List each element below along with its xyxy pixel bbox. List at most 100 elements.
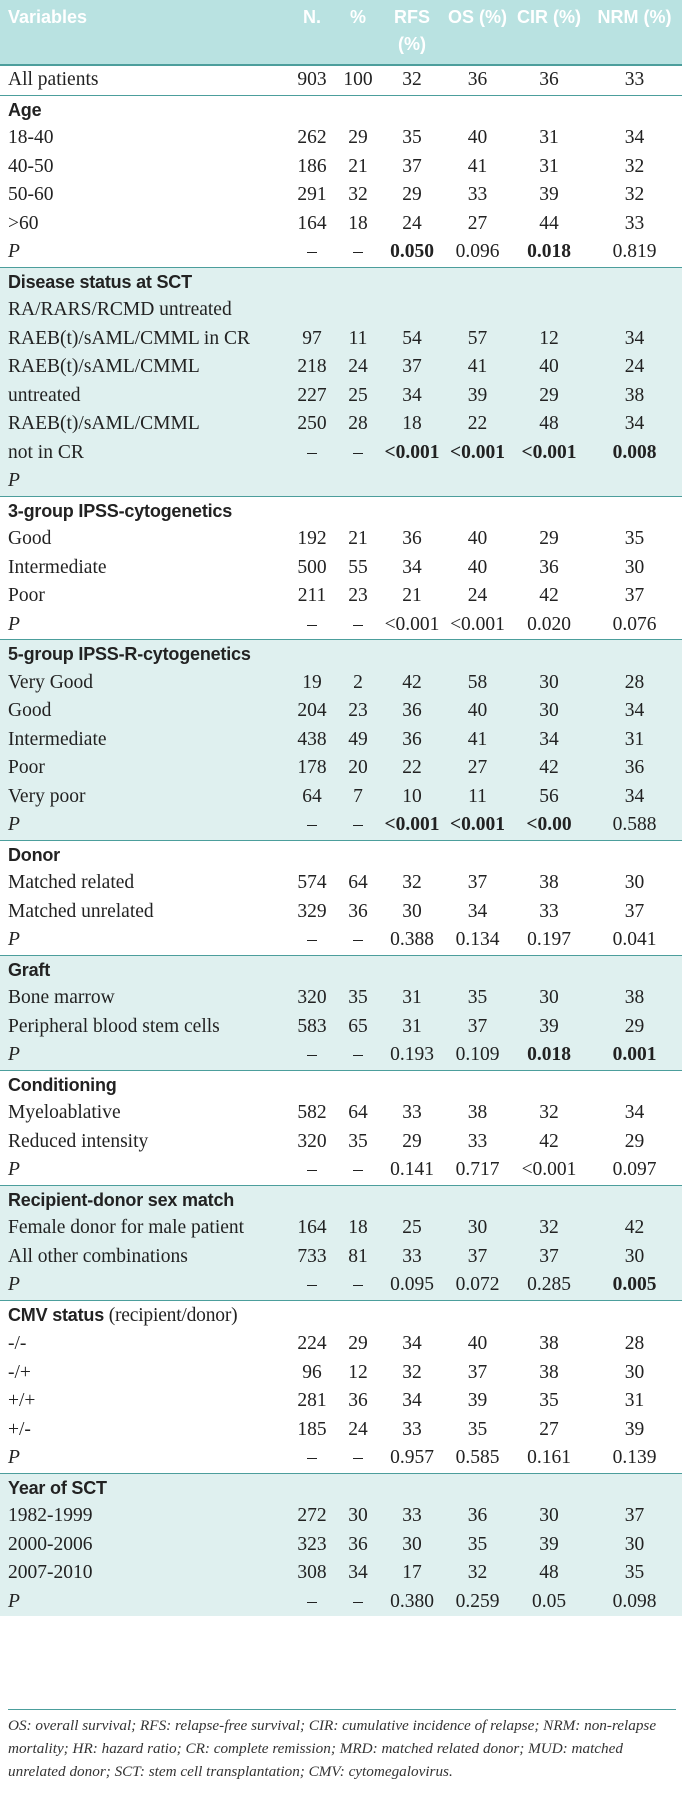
os-cell: 33: [444, 181, 511, 210]
percent-cell: 2: [336, 668, 380, 697]
nrm-cell: 24: [587, 353, 682, 382]
section-header-row: Graft: [0, 954, 682, 984]
nrm-cell: 37: [587, 1502, 682, 1531]
p-value-row: P: [0, 467, 682, 496]
cir-cell: 0.161: [511, 1444, 587, 1473]
row-label: +/+: [0, 1387, 288, 1416]
percent-cell: –: [336, 1587, 380, 1616]
os-cell: 22: [444, 410, 511, 439]
percent-cell: 18: [336, 1214, 380, 1243]
section-title-text: 3-group IPSS-cytogenetics: [8, 500, 233, 521]
os-cell: 0.717: [444, 1156, 511, 1185]
section-title-text: Age: [8, 99, 42, 120]
section-header-row: Donor: [0, 839, 682, 869]
os-cell: <0.001: [444, 811, 511, 840]
row-label: Poor: [0, 582, 288, 611]
percent-cell: 35: [336, 1127, 380, 1156]
rfs-cell: 0.957: [380, 1444, 444, 1473]
table-row: +/- 185 24 33 35 27 39: [0, 1415, 682, 1444]
os-cell: 40: [444, 525, 511, 554]
n-cell: –: [288, 1587, 336, 1616]
row-label: -/-: [0, 1330, 288, 1359]
rfs-cell: 29: [380, 181, 444, 210]
rfs-cell: [380, 467, 444, 496]
rfs-cell: 31: [380, 984, 444, 1013]
percent-cell: 28: [336, 410, 380, 439]
n-cell: –: [288, 1041, 336, 1070]
cir-cell: 29: [511, 525, 587, 554]
cir-cell: 39: [511, 1530, 587, 1559]
n-cell: 178: [288, 754, 336, 783]
rfs-cell: 24: [380, 209, 444, 238]
table-row: Peripheral blood stem cells 583 65 31 37 39 29: [0, 1012, 682, 1041]
n-cell: 186: [288, 152, 336, 181]
cir-cell: 33: [511, 897, 587, 926]
n-cell: 574: [288, 869, 336, 898]
section-title-text: Disease status at SCT: [8, 271, 192, 292]
row-label: P: [0, 1156, 288, 1185]
percent-cell: 23: [336, 582, 380, 611]
os-cell: 36: [444, 64, 511, 95]
percent-cell: 100: [336, 64, 380, 95]
nrm-cell: 37: [587, 897, 682, 926]
table-row: 40-50 186 21 37 41 31 32: [0, 152, 682, 181]
nrm-cell: 0.097: [587, 1156, 682, 1185]
percent-cell: 64: [336, 1099, 380, 1128]
p-value-row: P – –0.957 0.585 0.161 0.139: [0, 1444, 682, 1473]
row-label: P: [0, 467, 288, 496]
rfs-cell: 21: [380, 582, 444, 611]
cir-cell: 27: [511, 1415, 587, 1444]
nrm-cell: 29: [587, 1127, 682, 1156]
cir-cell: 37: [511, 1242, 587, 1271]
row-label: RAEB(t)/sAML/CMML: [0, 353, 288, 382]
cir-cell: 39: [511, 181, 587, 210]
rfs-cell: 37: [380, 353, 444, 382]
cir-cell: <0.00: [511, 811, 587, 840]
rfs-cell: 33: [380, 1415, 444, 1444]
os-cell: 36: [444, 1502, 511, 1531]
rfs-cell: 36: [380, 525, 444, 554]
rfs-cell: 33: [380, 1099, 444, 1128]
row-label: 2007-2010: [0, 1559, 288, 1588]
n-cell: –: [288, 1444, 336, 1473]
row-label: All other combinations: [0, 1242, 288, 1271]
table-row: Good 204 23 36 40 30 34: [0, 697, 682, 726]
row-label: All patients: [0, 64, 288, 95]
nrm-cell: 38: [587, 984, 682, 1013]
nrm-cell: 38: [587, 381, 682, 410]
table-body: All patients 903 100 32 36 36 33 Age 18-40 262 29 3…: [0, 64, 682, 1616]
os-cell: 30: [444, 1214, 511, 1243]
percent-cell: 64: [336, 869, 380, 898]
section-title: 5-group IPSS-R-cytogenetics: [0, 639, 682, 669]
percent-cell: 21: [336, 525, 380, 554]
rfs-cell: 29: [380, 1127, 444, 1156]
rfs-cell: 0.095: [380, 1271, 444, 1300]
cir-cell: 39: [511, 1012, 587, 1041]
percent-cell: 23: [336, 697, 380, 726]
percent-cell: 18: [336, 209, 380, 238]
os-cell: 40: [444, 124, 511, 153]
cir-cell: 35: [511, 1387, 587, 1416]
row-label: RAEB(t)/sAML/CMML in CR: [0, 324, 288, 353]
rfs-cell: 0.141: [380, 1156, 444, 1185]
rfs-cell: <0.001: [380, 610, 444, 640]
percent-cell: 49: [336, 725, 380, 754]
table-row: not in CR – – <0.001 <0.001 <0.001 0.008: [0, 438, 682, 467]
rfs-cell: 32: [380, 869, 444, 898]
rfs-cell: <0.001: [380, 811, 444, 840]
rfs-cell: 17: [380, 1559, 444, 1588]
table-row: -/- 224 29 34 40 38 28: [0, 1330, 682, 1359]
header-nrm: NRM (%): [587, 0, 682, 66]
n-cell: 291: [288, 181, 336, 210]
n-cell: 19: [288, 668, 336, 697]
rfs-cell: 35: [380, 124, 444, 153]
cir-cell: 48: [511, 1559, 587, 1588]
n-cell: 262: [288, 124, 336, 153]
row-label: Bone marrow: [0, 984, 288, 1013]
rfs-cell: [380, 296, 444, 325]
n-cell: 323: [288, 1530, 336, 1559]
rfs-cell: 32: [380, 64, 444, 95]
nrm-cell: 30: [587, 1530, 682, 1559]
nrm-cell: 0.076: [587, 610, 682, 640]
os-cell: 35: [444, 1530, 511, 1559]
